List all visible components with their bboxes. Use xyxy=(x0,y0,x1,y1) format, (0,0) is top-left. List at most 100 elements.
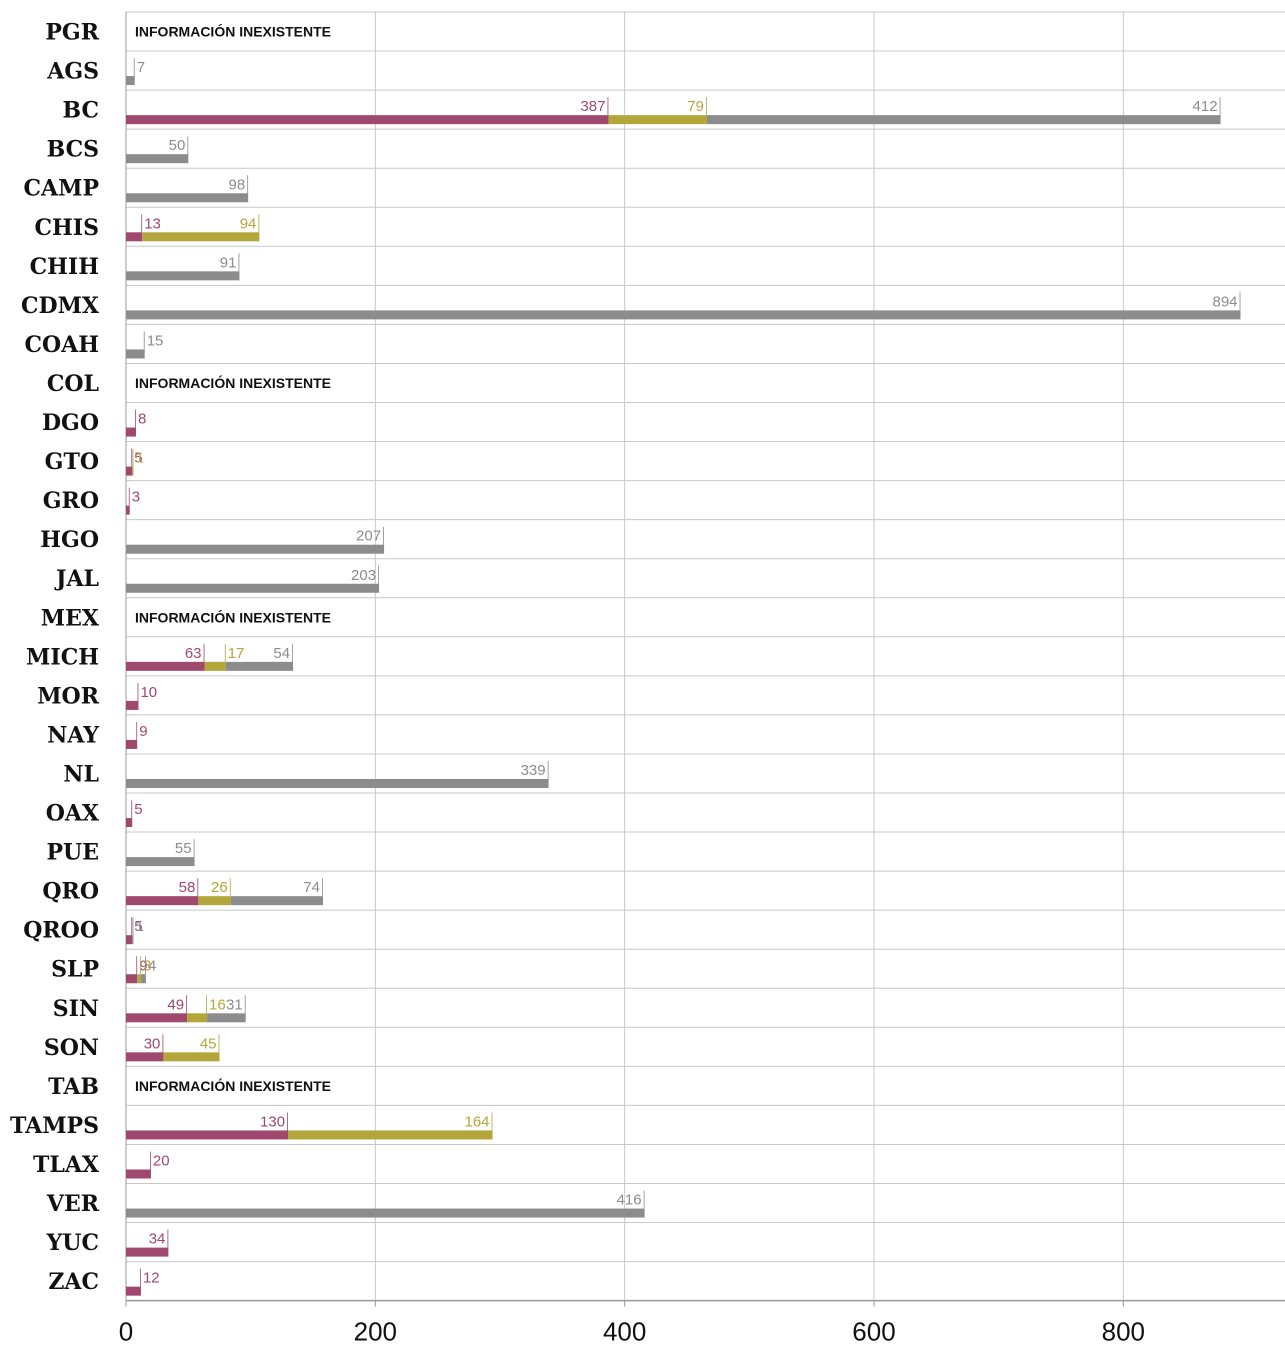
category-label: TLAX xyxy=(33,1152,100,1178)
category-label: CAMP xyxy=(24,176,99,202)
value-label: 20 xyxy=(153,1153,170,1170)
value-label: 164 xyxy=(464,1113,489,1130)
category-label: PGR xyxy=(45,20,99,46)
category-label: JAL xyxy=(54,566,99,592)
category-label: MEX xyxy=(41,605,100,631)
no-data-label: INFORMACIÓN INEXISTENTE xyxy=(135,608,331,625)
value-label: 9 xyxy=(139,957,147,974)
category-label: DGO xyxy=(42,410,99,436)
category-label: OAX xyxy=(46,801,100,827)
bar-segment xyxy=(126,505,130,515)
category-labels: PGR AGS BC BCS CAMP CHIS CHIH CDMX COAH COL DGO GTO… xyxy=(10,20,100,1296)
value-label: 339 xyxy=(521,762,546,779)
value-label: 894 xyxy=(1212,293,1237,310)
value-label: 9 xyxy=(139,723,147,740)
value-label: 1 xyxy=(135,918,143,935)
bar-segment xyxy=(126,310,1241,320)
bar-segment xyxy=(126,1286,141,1296)
value-label: 34 xyxy=(149,1231,166,1248)
category-label: CHIS xyxy=(35,215,99,241)
category-label: CDMX xyxy=(21,293,100,319)
bar-segment xyxy=(126,739,138,749)
value-label: 416 xyxy=(617,1192,642,1209)
category-label: CHIH xyxy=(30,254,99,280)
value-label: 203 xyxy=(351,567,376,584)
value-label: 7 xyxy=(137,59,145,76)
value-label: 26 xyxy=(211,879,228,896)
category-label: QRO xyxy=(42,879,99,905)
category-label: HGO xyxy=(40,527,99,553)
value-label: 55 xyxy=(175,840,192,857)
value-label: 15 xyxy=(147,332,164,349)
category-label: YUC xyxy=(46,1230,99,1256)
x-axis-ticks: 0 200 400 600 800 xyxy=(119,1299,1285,1347)
value-label: 45 xyxy=(200,1035,217,1052)
category-label: GTO xyxy=(45,449,99,475)
bar-segment xyxy=(288,1130,493,1140)
value-label: 5 xyxy=(134,450,142,467)
category-label: COAH xyxy=(24,332,99,358)
bar-segment xyxy=(126,1247,169,1257)
bar-segment xyxy=(126,115,609,125)
bar-segment xyxy=(126,896,199,906)
value-label: 8 xyxy=(138,411,146,428)
category-label: TAMPS xyxy=(10,1113,99,1139)
value-label: 30 xyxy=(144,1035,161,1052)
bar-segment xyxy=(706,115,1221,125)
category-label: VER xyxy=(46,1191,100,1217)
category-label: NL xyxy=(63,761,99,787)
bar-segment xyxy=(126,232,143,242)
bar-segment xyxy=(126,700,139,710)
value-label: 17 xyxy=(228,645,245,662)
value-label: 3 xyxy=(143,957,151,974)
value-label: 13 xyxy=(144,215,161,232)
bar-segment xyxy=(126,193,249,203)
category-label: BC xyxy=(62,98,99,124)
bar-segment xyxy=(204,661,226,671)
value-label: 31 xyxy=(226,996,243,1013)
grid-lines xyxy=(125,11,1285,1302)
bar-segment xyxy=(126,76,135,86)
value-label: 50 xyxy=(169,137,186,154)
bar-segment xyxy=(126,271,240,281)
value-label: 49 xyxy=(167,996,184,1013)
no-data-label: INFORMACIÓN INEXISTENTE xyxy=(135,23,331,40)
bar-segment xyxy=(132,466,134,476)
value-label: 10 xyxy=(140,684,157,701)
value-label: 54 xyxy=(273,645,290,662)
value-label: 74 xyxy=(303,879,320,896)
category-label: GRO xyxy=(43,488,99,514)
value-label: 12 xyxy=(143,1270,160,1287)
bar-segment xyxy=(126,779,549,788)
bar-segment xyxy=(126,857,195,867)
category-label: BCS xyxy=(47,137,99,163)
x-tick-label: 0 xyxy=(119,1317,133,1347)
bar-segment xyxy=(126,1208,645,1218)
bar-segment xyxy=(140,974,146,984)
bar-segment xyxy=(126,1130,289,1140)
value-label: 94 xyxy=(240,215,257,232)
value-label: 79 xyxy=(687,98,704,115)
value-label: 412 xyxy=(1193,98,1218,115)
value-label: 58 xyxy=(179,879,196,896)
value-label: 130 xyxy=(260,1113,285,1130)
value-label: 3 xyxy=(132,489,140,506)
bar-segment xyxy=(126,935,133,945)
category-label: PUE xyxy=(47,840,100,866)
bar-segment xyxy=(126,583,380,593)
no-data-label: INFORMACIÓN INEXISTENTE xyxy=(135,1077,331,1094)
bar-segment xyxy=(126,349,145,359)
category-label: MOR xyxy=(37,683,100,709)
value-label: 91 xyxy=(220,254,237,271)
bar-segment xyxy=(198,896,231,906)
x-tick-label: 400 xyxy=(603,1317,646,1347)
bars xyxy=(126,76,1241,1296)
category-label: SLP xyxy=(51,957,99,983)
bar-segment xyxy=(126,544,385,554)
no-data-label: INFORMACIÓN INEXISTENTE xyxy=(135,374,331,391)
category-label: SIN xyxy=(53,996,99,1022)
value-label: 5 xyxy=(134,918,142,935)
bar-segment xyxy=(163,1052,220,1062)
